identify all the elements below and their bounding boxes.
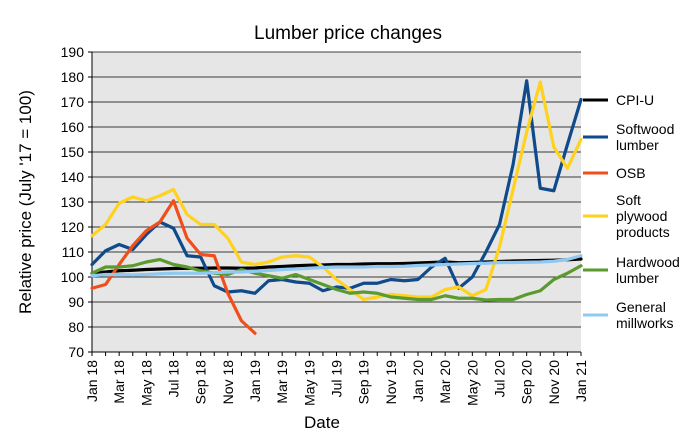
x-tick-label: May 18	[138, 360, 154, 406]
x-axis-title: Date	[304, 413, 340, 432]
legend-label: Softwood lumber	[616, 121, 674, 153]
x-tick-label: Sep 18	[193, 360, 209, 405]
series-line-osb	[90, 199, 257, 335]
legend-item-cpi-u: CPI-U	[583, 92, 654, 108]
y-tick-label: 70	[68, 344, 84, 360]
legend-label: CPI-U	[616, 92, 654, 108]
y-tick-label: 180	[61, 69, 85, 85]
x-tick-label: Jul 19	[329, 360, 345, 398]
x-tick-label: Jan 18	[84, 360, 100, 402]
legend-label: OSB	[616, 165, 646, 181]
legend: CPI-U Softwood lumber OSB Soft plywood product…	[583, 92, 680, 331]
y-axis-title: Relative price (July '17 = 100)	[16, 90, 35, 314]
legend-item-osb: OSB	[583, 165, 646, 181]
y-tick-label: 160	[61, 119, 85, 135]
series-lines	[90, 79, 583, 335]
x-tick-label: Mar 18	[111, 360, 127, 404]
x-tick-label: Sep 19	[356, 360, 372, 405]
x-tick-label: Sep 20	[519, 360, 535, 405]
legend-item-softwood-lumber: Softwood lumber	[583, 121, 674, 153]
y-tick-label: 100	[61, 269, 85, 285]
legend-label: Soft plywood products	[616, 192, 670, 240]
x-tick-label: May 19	[301, 360, 317, 406]
x-tick-label: Nov 18	[220, 360, 236, 405]
series-line-soft-plywood-products	[90, 80, 583, 302]
series-line-hardwood-lumber	[90, 257, 583, 302]
x-tick-label: May 20	[464, 360, 480, 406]
grid-lines	[92, 51, 581, 353]
y-tick-label: 170	[61, 94, 85, 110]
legend-label: Hardwood lumber	[616, 254, 680, 286]
x-tick-label: Nov 19	[383, 360, 399, 405]
y-tick-label: 110	[62, 244, 85, 260]
legend-item-hardwood-lumber: Hardwood lumber	[583, 254, 680, 286]
y-tick-label: 140	[61, 169, 85, 185]
y-tick-label: 130	[61, 194, 85, 210]
x-tick-label: Jan 20	[410, 360, 426, 402]
x-tick-label: Mar 19	[274, 360, 290, 404]
y-tick-label: 90	[68, 294, 84, 310]
y-tick-label: 120	[61, 219, 85, 235]
x-tick-label: Jan 19	[247, 360, 263, 402]
legend-label: General millworks	[616, 299, 674, 331]
y-axis: 70 80 90 100 110 120 130 140 150 160 170 180 190	[61, 44, 93, 360]
x-tick-label: Mar 20	[437, 360, 453, 404]
x-tick-label: Jul 18	[166, 360, 182, 398]
x-tick-label: Jul 20	[492, 360, 508, 398]
legend-item-general-millworks: General millworks	[583, 299, 674, 331]
chart-title: Lumber price changes	[254, 23, 442, 44]
y-tick-label: 80	[68, 319, 84, 335]
x-axis: Jan 18 Mar 18 May 18 Jul 18 Sep 18 Nov 18 Jan …	[84, 351, 589, 406]
x-tick-label: Jan 21	[573, 360, 589, 402]
legend-item-soft-plywood-products: Soft plywood products	[583, 192, 670, 240]
series-line-softwood-lumber	[90, 79, 583, 295]
y-tick-label: 190	[61, 44, 85, 60]
series-line-general-millworks	[90, 254, 583, 278]
y-tick-label: 150	[61, 144, 85, 160]
x-tick-label: Nov 20	[546, 360, 562, 405]
